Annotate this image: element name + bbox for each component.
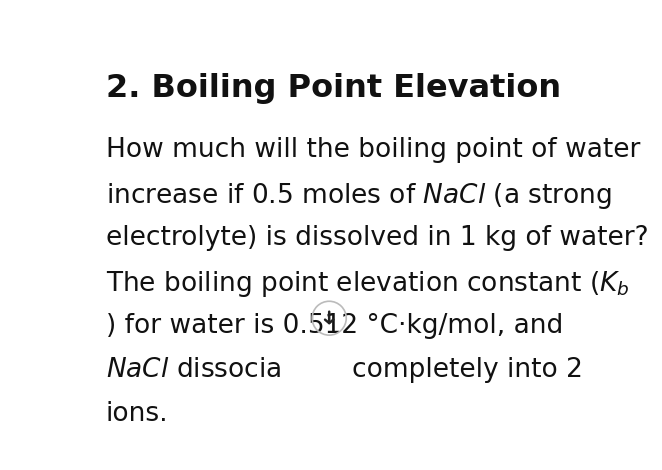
Text: 2. Boiling Point Elevation: 2. Boiling Point Elevation <box>106 73 561 104</box>
Text: The boiling point elevation constant ($K_b$: The boiling point elevation constant ($K… <box>106 269 630 299</box>
Text: $\mathit{NaCl}$ dissocia: $\mathit{NaCl}$ dissocia <box>106 357 281 383</box>
Text: ) for water is 0.512 °C·kg/mol, and: ) for water is 0.512 °C·kg/mol, and <box>106 313 563 339</box>
Text: increase if 0.5 moles of $\mathit{NaCl}$ (a strong: increase if 0.5 moles of $\mathit{NaCl}$… <box>106 181 612 211</box>
Text: electrolyte) is dissolved in 1 kg of water?: electrolyte) is dissolved in 1 kg of wat… <box>106 225 649 251</box>
Text: How much will the boiling point of water: How much will the boiling point of water <box>106 137 640 163</box>
Text: completely into 2: completely into 2 <box>352 357 583 383</box>
Text: ions.: ions. <box>106 400 169 427</box>
